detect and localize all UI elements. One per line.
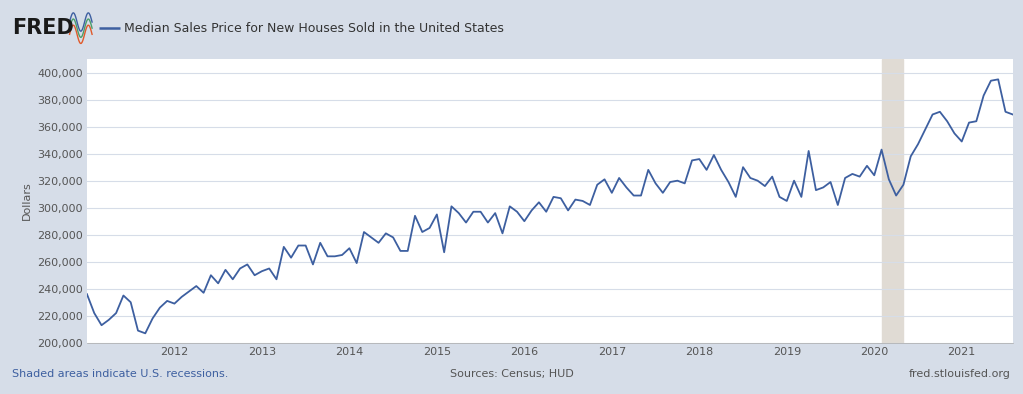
Y-axis label: Dollars: Dollars — [21, 182, 32, 220]
Text: Sources: Census; HUD: Sources: Census; HUD — [450, 369, 573, 379]
Text: Median Sales Price for New Houses Sold in the United States: Median Sales Price for New Houses Sold i… — [124, 22, 503, 35]
Text: Shaded areas indicate U.S. recessions.: Shaded areas indicate U.S. recessions. — [12, 369, 229, 379]
Text: fred.stlouisfed.org: fred.stlouisfed.org — [908, 369, 1011, 379]
Text: FRED: FRED — [12, 18, 74, 38]
Bar — [882, 59, 903, 343]
